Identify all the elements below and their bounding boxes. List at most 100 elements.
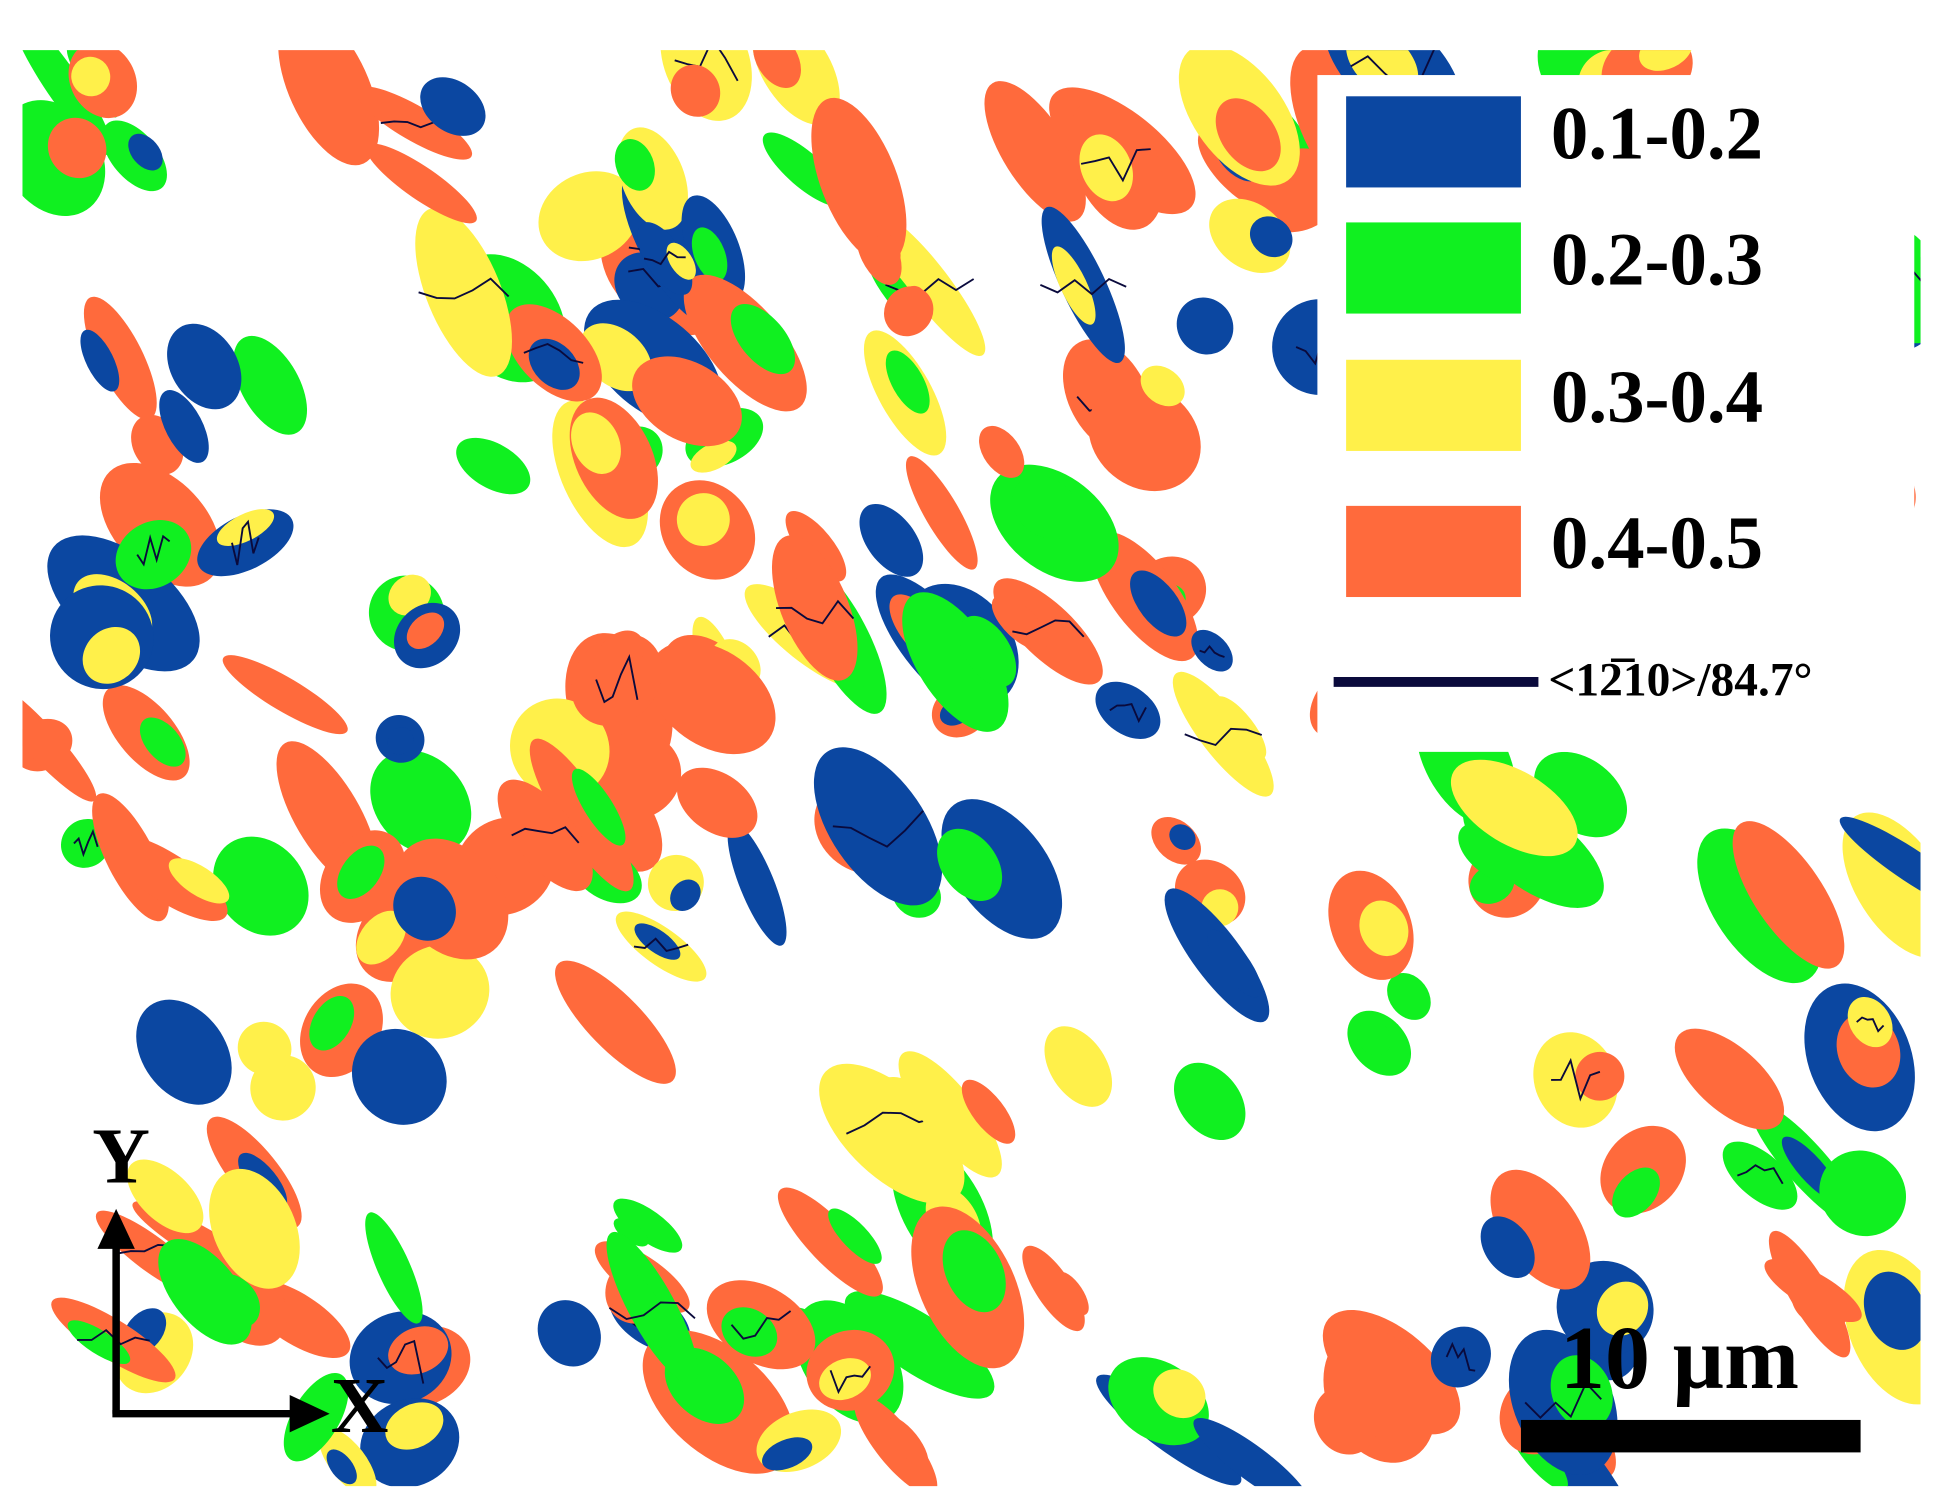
- grain: [278, 50, 380, 166]
- grain-subregion: [388, 1326, 449, 1375]
- grain: [390, 945, 490, 1039]
- grain: [777, 1187, 883, 1297]
- twin-boundary: [1737, 1164, 1784, 1185]
- twin-boundary: [1039, 277, 1127, 296]
- grain-subregion: [82, 626, 141, 684]
- twin-boundary: [1080, 148, 1151, 183]
- grain: [1088, 382, 1201, 492]
- scale-bar-label: 10 µm: [1560, 1309, 1799, 1408]
- grain-subregion: [216, 509, 275, 546]
- grain: [1387, 972, 1431, 1020]
- x-axis-label: X: [331, 1362, 389, 1450]
- grain-subregion: [1051, 246, 1096, 325]
- y-arrowhead: [97, 1208, 135, 1249]
- twin-boundary: [776, 599, 855, 625]
- twin-boundary: [511, 826, 580, 844]
- grain: [1044, 1026, 1113, 1107]
- twin-boundary: [231, 519, 260, 566]
- grain: [670, 64, 721, 117]
- grain-subregion: [278, 1298, 334, 1341]
- grain: [587, 731, 682, 820]
- axis-arrows: [97, 1208, 330, 1433]
- grain-subregion: [1357, 1020, 1392, 1056]
- twin-boundary: [730, 1310, 792, 1340]
- legend-swatch: [1346, 505, 1521, 598]
- grain-subregion: [828, 1208, 882, 1264]
- grain: [136, 999, 232, 1105]
- grain-subregion: [556, 177, 616, 225]
- grain: [555, 960, 676, 1084]
- grain-subregion: [730, 303, 796, 375]
- grain: [905, 456, 978, 570]
- grain: [648, 641, 776, 755]
- grain-subregion: [337, 845, 385, 900]
- grain: [1819, 1150, 1907, 1237]
- grain-subregion: [937, 828, 1003, 901]
- grain: [844, 1290, 995, 1399]
- grain: [898, 1051, 1002, 1178]
- grain-subregion: [128, 133, 163, 171]
- grain-subregion: [788, 576, 837, 651]
- grain-subregion: [666, 242, 696, 280]
- twin-boundary: [832, 810, 924, 848]
- twin-boundary: [633, 937, 689, 952]
- grain: [366, 143, 477, 224]
- grain: [209, 1168, 300, 1289]
- legend-swatch: [1346, 222, 1521, 314]
- grain-subregion: [168, 858, 230, 904]
- grain-subregion: [691, 227, 728, 282]
- grain-subregion: [528, 338, 580, 390]
- grain: [22, 679, 97, 802]
- grain-subregion: [897, 285, 925, 315]
- grain-subregion: [1079, 134, 1133, 202]
- grain: [1847, 997, 1893, 1048]
- grain: [811, 97, 907, 264]
- grain: [107, 834, 228, 921]
- grain-subregion: [1313, 1385, 1378, 1455]
- grain-subregion: [571, 768, 626, 846]
- legend-label: 0.3-0.4: [1551, 356, 1763, 439]
- grain-subregion: [1575, 1051, 1625, 1101]
- grain: [613, 1198, 683, 1253]
- grain: [632, 356, 742, 447]
- grain: [213, 836, 309, 936]
- grain-subregion: [47, 117, 107, 179]
- twin-boundary: [1445, 1341, 1476, 1372]
- grain: [727, 822, 787, 946]
- grain: [813, 747, 943, 906]
- grain-subregion: [1863, 1271, 1921, 1350]
- twin-boundary: [595, 654, 639, 704]
- grain: [1022, 1245, 1085, 1332]
- grain: [1172, 671, 1274, 797]
- grain-subregion: [1207, 929, 1262, 998]
- twin-boundary: [829, 1365, 871, 1395]
- grain-subregion: [1154, 382, 1178, 406]
- grain: [984, 81, 1086, 222]
- y-axis-label: Y: [92, 1112, 150, 1200]
- grain: [902, 592, 1009, 732]
- grain-subregion: [1215, 98, 1281, 172]
- twin-boundary: [1184, 727, 1263, 747]
- twin-boundary: [1551, 1057, 1601, 1102]
- grain-subregion: [721, 1307, 778, 1357]
- grain: [127, 1159, 204, 1234]
- grain: [537, 1300, 601, 1367]
- grain-subregion: [875, 233, 901, 267]
- grain-subregion: [959, 615, 1017, 687]
- grain: [222, 655, 348, 735]
- grain-subregion: [961, 1079, 1016, 1144]
- legend: 0.1-0.2 0.2-0.3 0.3-0.4 0.4-0.5 <12̅10>/84.7…: [1333, 92, 1813, 706]
- grain-subregion: [762, 1437, 813, 1471]
- grain-subregion: [1612, 1167, 1660, 1218]
- grain-subregion: [1249, 216, 1293, 258]
- grain-subregion: [613, 1218, 649, 1247]
- grain-subregion: [356, 910, 407, 965]
- legend-label: 0.4-0.5: [1551, 502, 1763, 585]
- twin-boundary: [845, 1111, 938, 1135]
- twin-boundary: [1524, 1381, 1602, 1420]
- twin-boundary: [1012, 619, 1085, 638]
- twin-boundary: [523, 343, 584, 364]
- twin-boundary: [1856, 1016, 1885, 1033]
- grain: [1193, 1418, 1311, 1487]
